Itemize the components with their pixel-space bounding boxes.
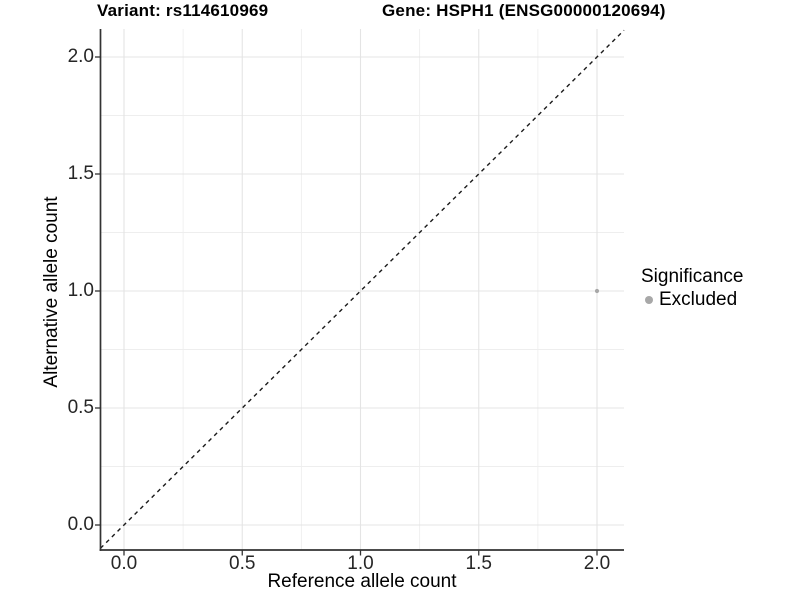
y-tick-label: 1.5 bbox=[67, 163, 94, 184]
legend-entry-label: Excluded bbox=[659, 289, 738, 310]
x-tick-label: 1.0 bbox=[347, 553, 374, 574]
x-tick-label: 2.0 bbox=[583, 553, 611, 574]
y-axis-title: Alternative allele count bbox=[41, 196, 62, 388]
legend-key-dot-icon bbox=[645, 296, 653, 304]
identity-line bbox=[100, 29, 625, 549]
legend-title: Significance bbox=[641, 266, 744, 287]
y-tick-label: 0.0 bbox=[67, 514, 94, 535]
x-axis-title: Reference allele count bbox=[267, 571, 457, 592]
legend: Significance Excluded bbox=[641, 266, 743, 311]
y-tick-label: 1.0 bbox=[67, 280, 94, 301]
plot-title-variant: Variant: rs114610969 bbox=[97, 1, 269, 20]
plot-title-gene: Gene: HSPH1 (ENSG00000120694) bbox=[382, 1, 666, 20]
x-tick-label: 0.5 bbox=[229, 553, 256, 574]
x-tick-label: 0.0 bbox=[110, 553, 138, 574]
x-tick-label: 1.5 bbox=[465, 553, 492, 574]
data-point bbox=[594, 288, 600, 294]
y-tick-label: 0.5 bbox=[67, 397, 94, 418]
legend-entry-excluded: Excluded bbox=[641, 289, 743, 311]
y-tick-label: 2.0 bbox=[67, 46, 94, 67]
